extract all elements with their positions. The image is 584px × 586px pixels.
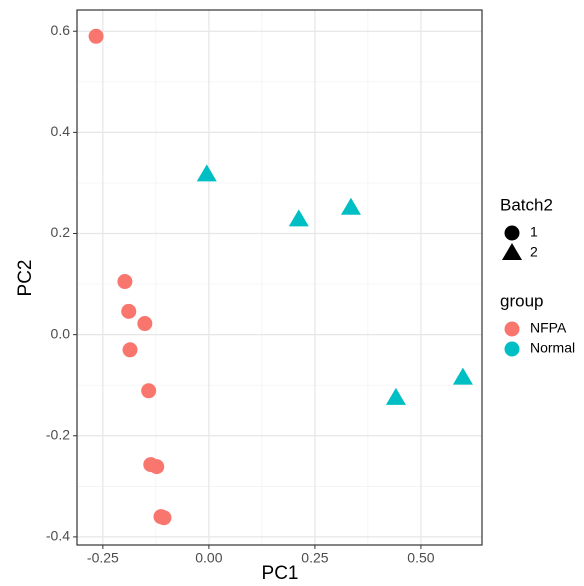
y-tick-label: -0.2 [46,426,70,442]
legend-key [504,321,520,337]
point [340,197,361,215]
point [149,459,165,475]
legend-key [502,243,522,260]
legend-label: 1 [530,224,538,240]
point [121,303,137,319]
legend-key [504,225,520,241]
point [141,383,157,399]
point [88,28,104,44]
x-tick-label: 0.00 [195,550,222,566]
y-tick-label: 0.4 [51,123,71,139]
point [385,387,406,405]
point [288,209,309,227]
legend-label: NFPA [530,320,567,336]
x-tick-label: 0.25 [301,550,328,566]
point [137,316,153,332]
legend-title: Batch2 [500,195,553,214]
legend-key [504,341,520,357]
point [156,510,172,526]
panel-border [76,9,483,546]
x-tick-label: 0.50 [407,550,434,566]
legend-title: group [500,291,543,310]
y-axis-title: PC2 [15,260,36,297]
y-tick-label: 0.0 [51,325,71,341]
x-axis-title: PC1 [262,563,299,584]
y-tick-label: 0.2 [51,224,71,240]
legend-label: 2 [530,244,538,260]
y-tick-label: -0.4 [46,528,70,544]
point [452,367,473,385]
x-tick-label: -0.25 [87,550,119,566]
point [122,342,138,358]
legend-label: Normal [530,340,575,356]
y-tick-label: 0.6 [51,22,71,38]
point [196,164,217,182]
point [117,274,133,290]
